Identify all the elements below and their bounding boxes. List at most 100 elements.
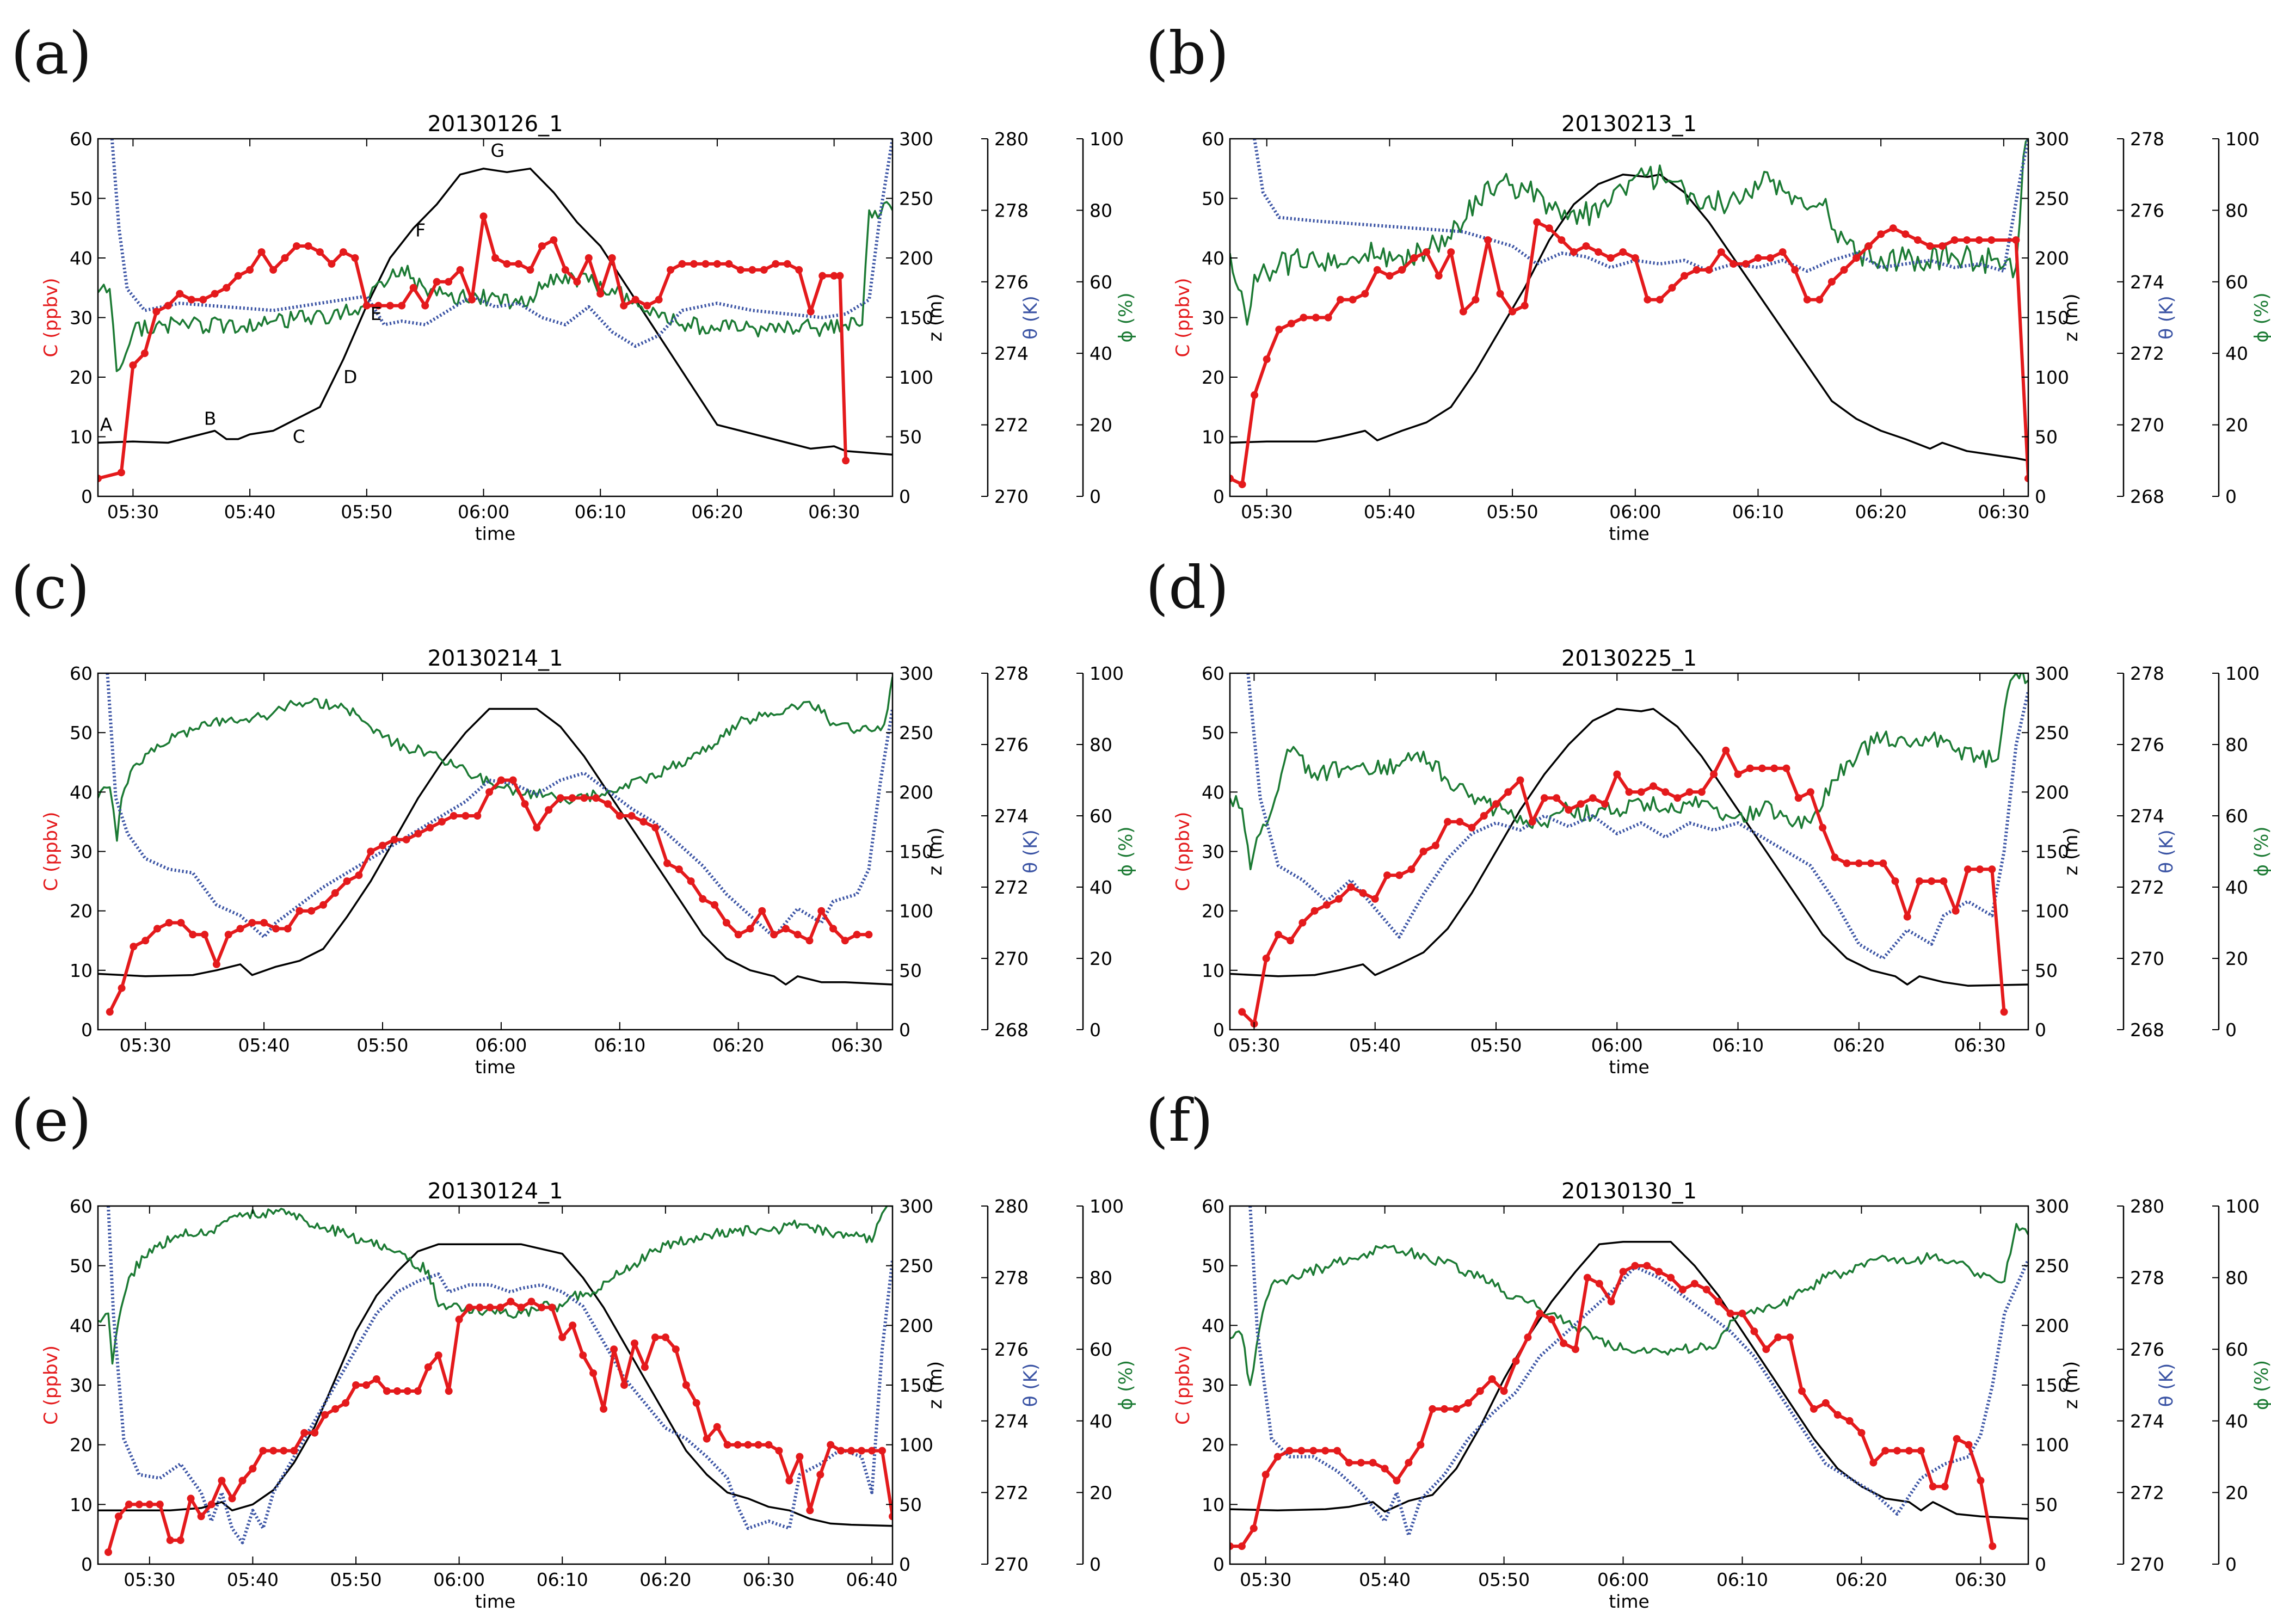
series-C-point [1741, 260, 1750, 268]
y-tick-label-C: 50 [70, 188, 93, 210]
x-axis-label: time [1609, 523, 1650, 544]
y-tick-label-theta: 274 [2130, 272, 2164, 293]
series-C-point [1496, 290, 1504, 298]
series-C-point [503, 260, 511, 268]
x-tick-label: 06:30 [1978, 501, 2029, 522]
y-tick-label-C: 20 [1202, 367, 1224, 388]
series-C-point [1337, 296, 1345, 304]
y-tick-label-phi: 0 [2225, 486, 2237, 507]
y-axis-label-phi: ϕ (%) [2251, 826, 2271, 876]
series-C-point [687, 877, 695, 885]
y-tick-label-z: 300 [899, 1196, 933, 1217]
y-tick-label-theta: 272 [2130, 877, 2164, 898]
series-C-point [1536, 1309, 1544, 1318]
series-C-point [781, 925, 790, 933]
series-C-point [538, 242, 546, 250]
series-C-point [1419, 847, 1427, 856]
series-C-point [1705, 266, 1713, 274]
series-C-point [1373, 266, 1381, 274]
y-tick-label-z: 150 [899, 307, 933, 329]
series-C-point [1853, 254, 1860, 262]
series-C-point [754, 1441, 762, 1449]
panel-c: (c)20130214_105:30 05:40 05:50 06:00 06:10 06… [11, 554, 1137, 1078]
series-C-point [1345, 1459, 1353, 1467]
series-C-point [569, 1321, 577, 1330]
x-tick-label: 06:20 [691, 501, 743, 522]
series-C-point [1697, 788, 1706, 796]
series-C-point [1504, 788, 1512, 796]
y-tick-label-C: 60 [70, 1196, 93, 1217]
y-tick-label-C: 10 [70, 427, 93, 448]
series-C-point [550, 236, 558, 244]
y-axis-label-C: C (ppbv) [40, 812, 62, 891]
series-C-point [1940, 877, 1948, 885]
series-C-point [795, 266, 803, 274]
series-C-point [1357, 1459, 1365, 1467]
series-C-point [438, 817, 446, 826]
y-tick-label-theta: 274 [994, 805, 1029, 827]
x-axis-label: time [1609, 1056, 1650, 1078]
series-C-point [1722, 746, 1730, 754]
y-tick-label-C: 50 [70, 722, 93, 743]
plot-frame [97, 1205, 894, 1565]
y-tick-label-z: 150 [899, 841, 933, 863]
y-axis-label-z: z (m) [2060, 293, 2082, 341]
series-C-point [1274, 931, 1282, 939]
series-C-point [1693, 266, 1701, 274]
series-C-line [1230, 220, 2028, 487]
series-C-point [1655, 296, 1664, 304]
series-C-point [1821, 1399, 1830, 1407]
series-C-point [1347, 883, 1355, 891]
series-C-point [1833, 1411, 1842, 1419]
y-tick-label-theta: 270 [994, 486, 1029, 507]
series-z-line [98, 168, 893, 456]
y-tick-label-z: 300 [2035, 663, 2069, 684]
y-tick-label-C: 30 [1202, 1375, 1224, 1396]
series-C-point [1407, 865, 1415, 873]
y-tick-label-theta: 270 [994, 1554, 1029, 1575]
series-C-point [125, 1500, 133, 1509]
series-C-point [1577, 800, 1585, 808]
x-tick-label: 06:20 [1833, 1035, 1885, 1056]
series-C-point [156, 1500, 164, 1509]
chart-title: 20130225_1 [1561, 646, 1697, 671]
series-C-point [1774, 1333, 1782, 1342]
series-C-line [1230, 1264, 1995, 1548]
y-tick-label-phi: 20 [2225, 948, 2248, 969]
x-tick-label: 06:00 [475, 1035, 527, 1056]
series-C-point [1480, 812, 1488, 820]
series-C-point [383, 1387, 391, 1395]
series-C-point [1758, 764, 1766, 772]
series-z-line [98, 708, 893, 986]
series-C-point [316, 248, 324, 256]
panel-b: (b)20130213_105:30 05:40 05:50 06:00 06:10 06… [1146, 20, 2271, 544]
panel-letter: (f) [1146, 1087, 1213, 1155]
series-C-point [1393, 1477, 1401, 1485]
series-C-point [627, 812, 636, 820]
series-C-point [711, 901, 719, 909]
series-C-point [641, 1363, 649, 1371]
y-tick-label-z: 300 [2035, 1196, 2069, 1217]
series-C-point [1386, 272, 1394, 280]
x-tick-label: 06:20 [712, 1035, 764, 1056]
x-tick-label: 05:30 [1241, 501, 1293, 522]
y-tick-label-phi: 80 [2225, 1268, 2248, 1289]
series-C-point [197, 1512, 205, 1521]
series-C-point [486, 1303, 494, 1312]
y-tick-label-theta: 276 [994, 1339, 1029, 1360]
y-tick-label-theta: 276 [2130, 200, 2164, 221]
x-tick-label: 05:30 [1228, 1035, 1280, 1056]
series-C-point [1275, 325, 1283, 334]
series-C-point [1262, 955, 1270, 962]
y-tick-label-C: 60 [70, 663, 93, 684]
series-C-point [1681, 272, 1689, 280]
x-tick-label: 06:00 [1609, 501, 1661, 522]
series-C-point [1410, 254, 1418, 262]
series-C-point [545, 806, 553, 814]
series-C-point [1810, 1405, 1818, 1413]
series-C-point [584, 254, 593, 262]
series-C-point [1309, 1447, 1318, 1455]
series-C-point [433, 278, 441, 286]
series-C-point [393, 1387, 401, 1395]
y-tick-label-theta: 276 [2130, 734, 2164, 755]
